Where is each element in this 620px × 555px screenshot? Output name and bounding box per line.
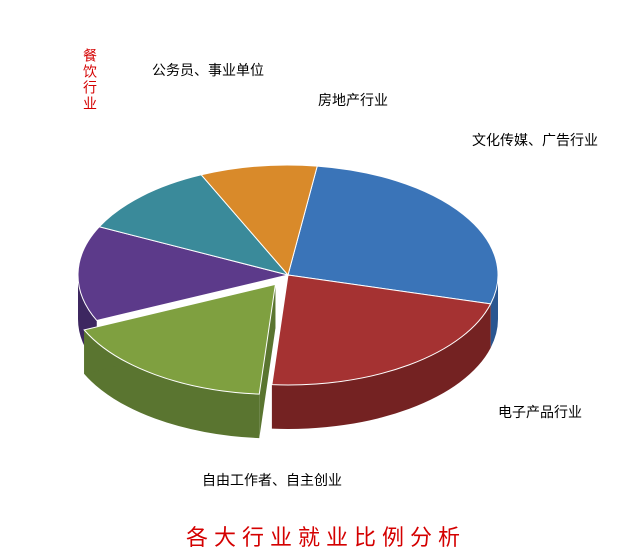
chart-title: 各大行业就业比例分析 xyxy=(186,520,466,552)
slice-label: 文化传媒、广告行业 xyxy=(472,130,598,150)
chart-stage: 文化传媒、广告行业电子产品行业自由工作者、自主创业 餐饮行业 公务员、事业单位房地产… xyxy=(0,0,620,555)
slice-label: 餐饮行业 xyxy=(78,48,98,112)
slice-label: 自由工作者、自主创业 xyxy=(202,470,342,490)
slice-label: 房地产行业 xyxy=(318,90,388,110)
slice-label: 公务员、事业单位 xyxy=(152,60,264,80)
slice-label: 电子产品行业 xyxy=(498,402,582,422)
